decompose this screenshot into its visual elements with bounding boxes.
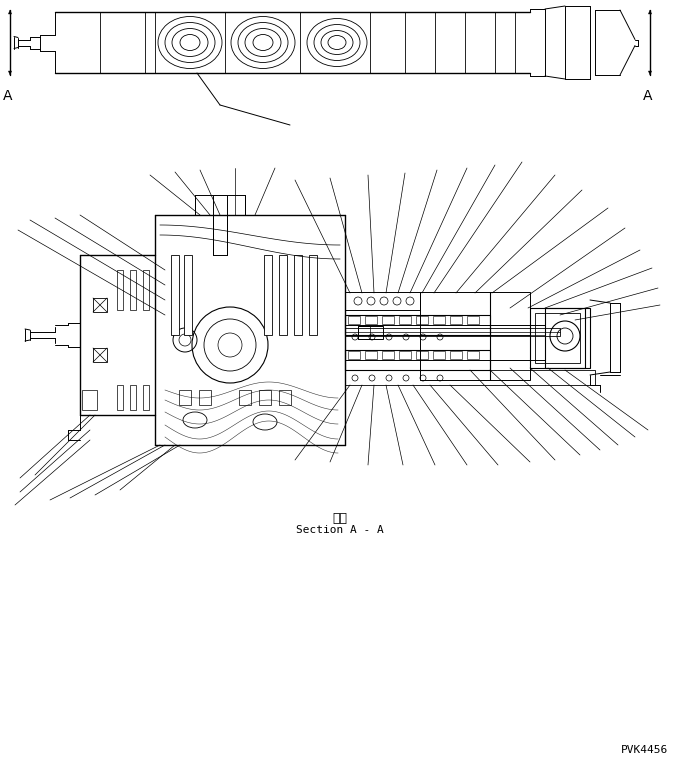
Bar — [82, 390, 97, 410]
Bar — [382, 316, 394, 324]
Bar — [184, 255, 192, 335]
Text: PVK4456: PVK4456 — [621, 745, 668, 755]
Text: 断面: 断面 — [333, 512, 347, 525]
Bar — [348, 351, 360, 359]
Bar — [345, 328, 560, 336]
Bar — [530, 308, 585, 368]
Bar — [490, 292, 530, 380]
Bar — [279, 255, 287, 335]
Bar — [450, 316, 462, 324]
Bar — [420, 292, 490, 380]
Bar — [264, 255, 272, 335]
Bar — [117, 385, 123, 410]
Bar — [309, 255, 317, 335]
Bar — [279, 390, 291, 405]
Bar — [345, 292, 420, 310]
Polygon shape — [649, 10, 651, 14]
Bar — [358, 326, 370, 339]
Bar — [433, 351, 445, 359]
Bar — [365, 351, 377, 359]
Bar — [143, 270, 149, 310]
Bar — [345, 350, 490, 370]
Bar — [130, 385, 136, 410]
Bar — [199, 390, 211, 405]
Bar — [130, 270, 136, 310]
Bar — [358, 326, 383, 339]
Bar — [467, 351, 479, 359]
Bar — [545, 308, 590, 368]
Bar — [345, 325, 545, 360]
Bar — [239, 390, 251, 405]
Bar — [143, 385, 149, 410]
Bar — [416, 316, 428, 324]
Bar — [195, 195, 245, 215]
Bar — [365, 316, 377, 324]
Bar — [213, 195, 227, 255]
Bar — [345, 315, 490, 335]
Bar — [179, 390, 191, 405]
Bar — [535, 313, 580, 363]
Polygon shape — [649, 71, 651, 75]
Text: A: A — [643, 89, 653, 103]
Text: Section A - A: Section A - A — [296, 525, 384, 535]
Bar — [399, 316, 411, 324]
Polygon shape — [8, 71, 12, 75]
Bar — [348, 316, 360, 324]
Bar — [433, 316, 445, 324]
Bar — [467, 316, 479, 324]
Bar — [294, 255, 302, 335]
Bar — [345, 370, 595, 385]
Bar — [93, 348, 107, 362]
Bar — [416, 351, 428, 359]
Bar — [259, 390, 271, 405]
Bar — [171, 255, 179, 335]
Bar — [93, 298, 107, 312]
Text: A: A — [3, 89, 13, 103]
Polygon shape — [8, 10, 12, 14]
Bar — [117, 270, 123, 310]
Bar — [382, 351, 394, 359]
Bar — [450, 351, 462, 359]
Bar — [399, 351, 411, 359]
